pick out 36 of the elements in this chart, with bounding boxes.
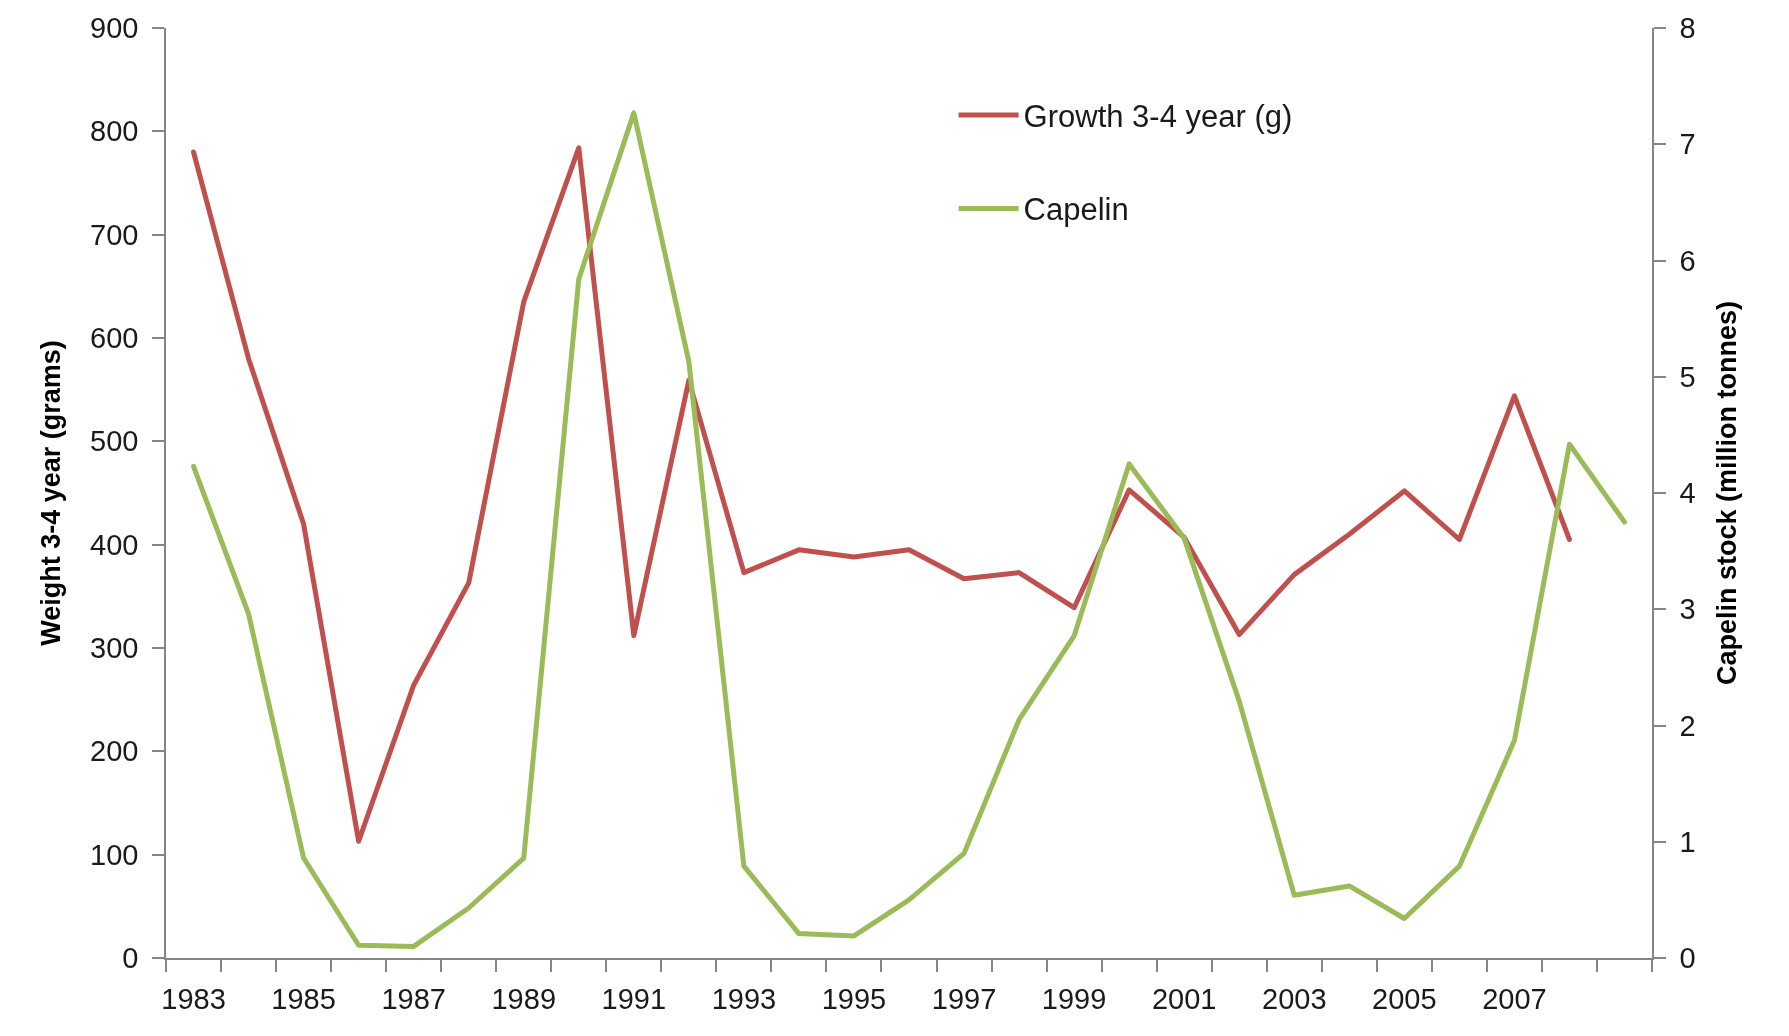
x-tick-label: 1993	[711, 982, 777, 1015]
y2-tick-label: 1	[1679, 825, 1696, 858]
y-tick-label: 0	[122, 942, 139, 975]
x-tick-label: 1985	[271, 982, 336, 1015]
legend-label: Growth 3-4 year (g)	[1023, 99, 1293, 135]
x-tick-label: 2007	[1482, 982, 1547, 1015]
x-tick-label: 1997	[931, 982, 997, 1015]
y-tick-label: 700	[90, 218, 139, 251]
x-tick-label: 1995	[821, 982, 887, 1015]
y-tick-label: 300	[90, 632, 139, 665]
x-tick-label: 1989	[491, 982, 556, 1015]
y2-axis-title: Capelin stock (million tonnes)	[1711, 300, 1742, 686]
y2-tick-label: 0	[1679, 942, 1696, 975]
y2-tick-label: 7	[1679, 128, 1696, 161]
y2-tick-label: 2	[1679, 709, 1696, 742]
y-tick-label: 200	[90, 735, 139, 768]
y2-tick-label: 4	[1679, 477, 1696, 510]
x-tick-label: 2003	[1262, 982, 1327, 1015]
y2-tick-label: 8	[1679, 12, 1696, 45]
x-tick-label: 2005	[1372, 982, 1437, 1015]
x-tick-label: 1987	[381, 982, 446, 1015]
legend-label: Capelin	[1023, 192, 1129, 228]
y-tick-label: 500	[90, 425, 139, 458]
x-tick-label: 1983	[161, 982, 226, 1015]
y2-tick-label: 5	[1679, 360, 1696, 393]
x-tick-label: 1991	[601, 982, 667, 1015]
y-tick-label: 100	[90, 838, 139, 871]
y-tick-label: 800	[90, 115, 139, 148]
x-tick-label: 2001	[1151, 982, 1217, 1015]
y-axis-title: Weight 3-4 year (grams)	[35, 340, 66, 646]
y-tick-label: 400	[90, 528, 139, 561]
y2-tick-label: 6	[1679, 244, 1696, 277]
x-tick-label: 1999	[1041, 982, 1107, 1015]
y-tick-label: 900	[90, 12, 139, 45]
y-tick-label: 600	[90, 322, 139, 355]
y2-tick-label: 3	[1679, 593, 1696, 626]
